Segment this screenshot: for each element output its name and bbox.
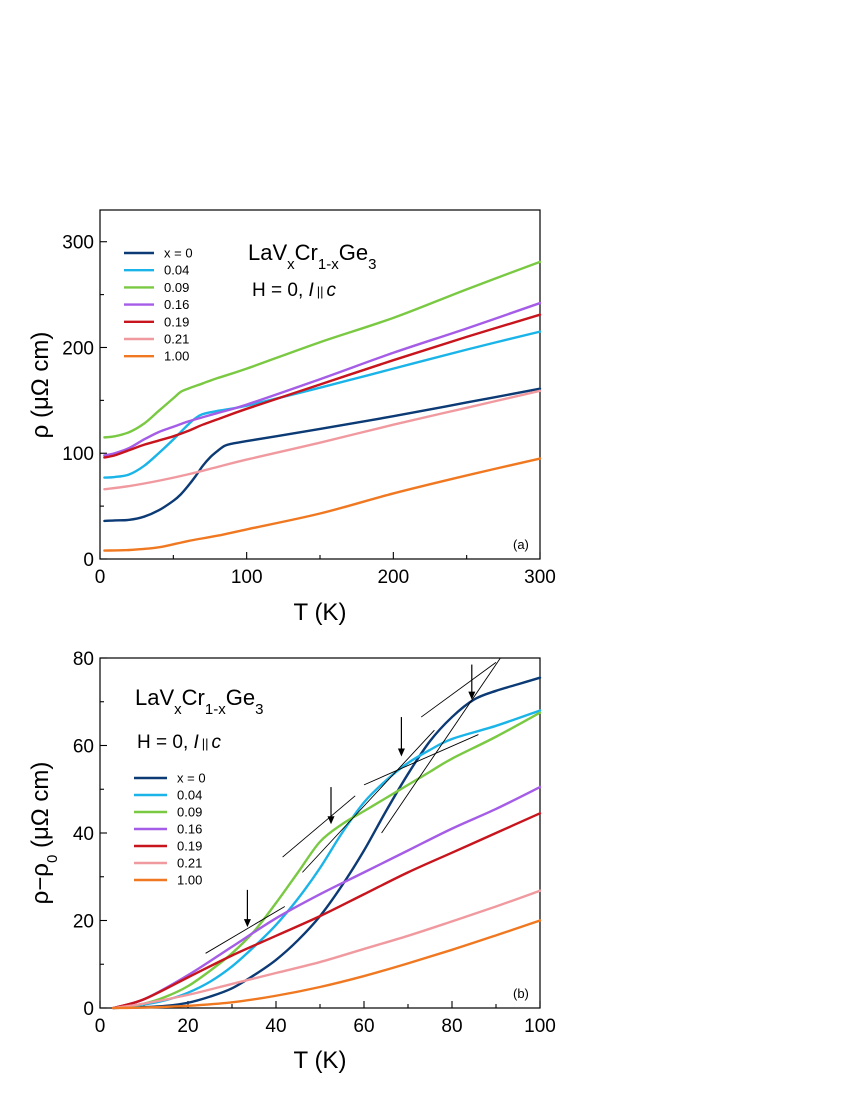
y-tick-label: 200	[62, 338, 94, 359]
x-tick-label: 100	[231, 567, 263, 588]
legend-label: 0.19	[177, 839, 202, 854]
legend-label: 0.16	[164, 297, 189, 312]
panel-a-y-axis-title: ρ (μΩ cm)	[27, 332, 54, 439]
panel-b-condition-label: H = 0, I || c	[137, 732, 222, 753]
x-tick-label: 100	[524, 1016, 556, 1037]
y-tick-label: 300	[62, 233, 94, 254]
y-tick-label: 0	[83, 550, 94, 571]
x-tick-label: 20	[177, 1016, 198, 1037]
panel-b-series	[112, 676, 542, 1010]
legend-label: 0.21	[164, 332, 189, 347]
panel-a: 0 100 200 300 0 100 200 300 x = 0 0.04 0.09 0.16 0.…	[27, 209, 556, 626]
panel-a-legend: x = 0 0.04 0.09 0.16 0.19 0.21 1.00	[124, 246, 193, 364]
legend-label: 0.21	[177, 856, 202, 871]
guide-line	[282, 795, 356, 858]
panel-a-ticks: 0 100 200 300 0 100 200 300	[62, 233, 556, 588]
panel-a-label: (a)	[513, 537, 529, 552]
y-tick-label: 100	[62, 444, 94, 465]
panel-b-frame	[99, 657, 541, 1009]
x-tick-label: 0	[95, 1016, 106, 1037]
guide-line	[420, 662, 497, 718]
y-tick-label: 40	[73, 824, 94, 845]
x-tick-label: 40	[265, 1016, 286, 1037]
legend-label: x = 0	[164, 246, 193, 261]
x-tick-label: 60	[353, 1016, 374, 1037]
arrow-head	[468, 691, 476, 700]
panel-a-series	[103, 260, 542, 552]
series-line-4	[112, 812, 542, 1010]
guide-line	[363, 734, 479, 786]
y-tick-label: 80	[73, 649, 94, 670]
series-line-5	[112, 889, 542, 1010]
panel-b-y-axis-title: ρ−ρ0 (μΩ cm)	[27, 762, 61, 905]
x-tick-label: 80	[441, 1016, 462, 1037]
series-line-2	[103, 260, 542, 439]
panel-b-arrows	[243, 664, 476, 928]
panel-b-label: (b)	[513, 986, 529, 1001]
y-tick-label: 20	[73, 912, 94, 933]
legend-label: x = 0	[177, 771, 206, 786]
legend-label: 0.04	[164, 263, 189, 278]
guide-line	[302, 729, 435, 873]
panel-b-compound-label: LaVxCr1-xGe3	[135, 685, 263, 718]
series-line-0	[103, 387, 542, 523]
series-line-4	[103, 313, 542, 459]
series-line-0	[112, 676, 542, 1010]
x-tick-label: 300	[524, 567, 556, 588]
legend-label: 1.00	[164, 349, 189, 364]
guide-line	[381, 657, 501, 834]
legend-label: 0.19	[164, 314, 189, 329]
panel-b-ticks: 0 20 40 60 80 100 0 20 40 60 80	[73, 649, 556, 1037]
series-line-3	[103, 301, 542, 457]
x-tick-label: 200	[377, 567, 409, 588]
series-line-2	[112, 711, 542, 1010]
panel-a-condition-label: H = 0, I || c	[252, 280, 337, 301]
panel-a-x-axis-title: T (K)	[294, 599, 347, 626]
legend-label: 0.09	[177, 805, 202, 820]
series-line-5	[103, 389, 542, 491]
legend-label: 1.00	[177, 873, 202, 888]
arrow-head	[243, 919, 251, 928]
series-line-6	[112, 919, 542, 1010]
legend-label: 0.04	[177, 788, 202, 803]
series-line-1	[112, 709, 542, 1010]
legend-label: 0.09	[164, 280, 189, 295]
panel-b-guide-lines	[205, 657, 501, 954]
arrow-head	[327, 816, 335, 825]
panel-b-x-axis-title: T (K)	[294, 1047, 347, 1074]
panel-b-legend: x = 0 0.04 0.09 0.16 0.19 0.21 1.00	[134, 771, 206, 888]
y-tick-label: 60	[73, 737, 94, 758]
panel-a-compound-label: LaVxCr1-xGe3	[248, 240, 376, 273]
legend-label: 0.16	[177, 822, 202, 837]
guide-line	[205, 906, 286, 954]
series-line-6	[103, 457, 542, 552]
y-tick-label: 0	[83, 999, 94, 1020]
x-tick-label: 0	[95, 567, 106, 588]
arrow-head	[397, 748, 405, 757]
